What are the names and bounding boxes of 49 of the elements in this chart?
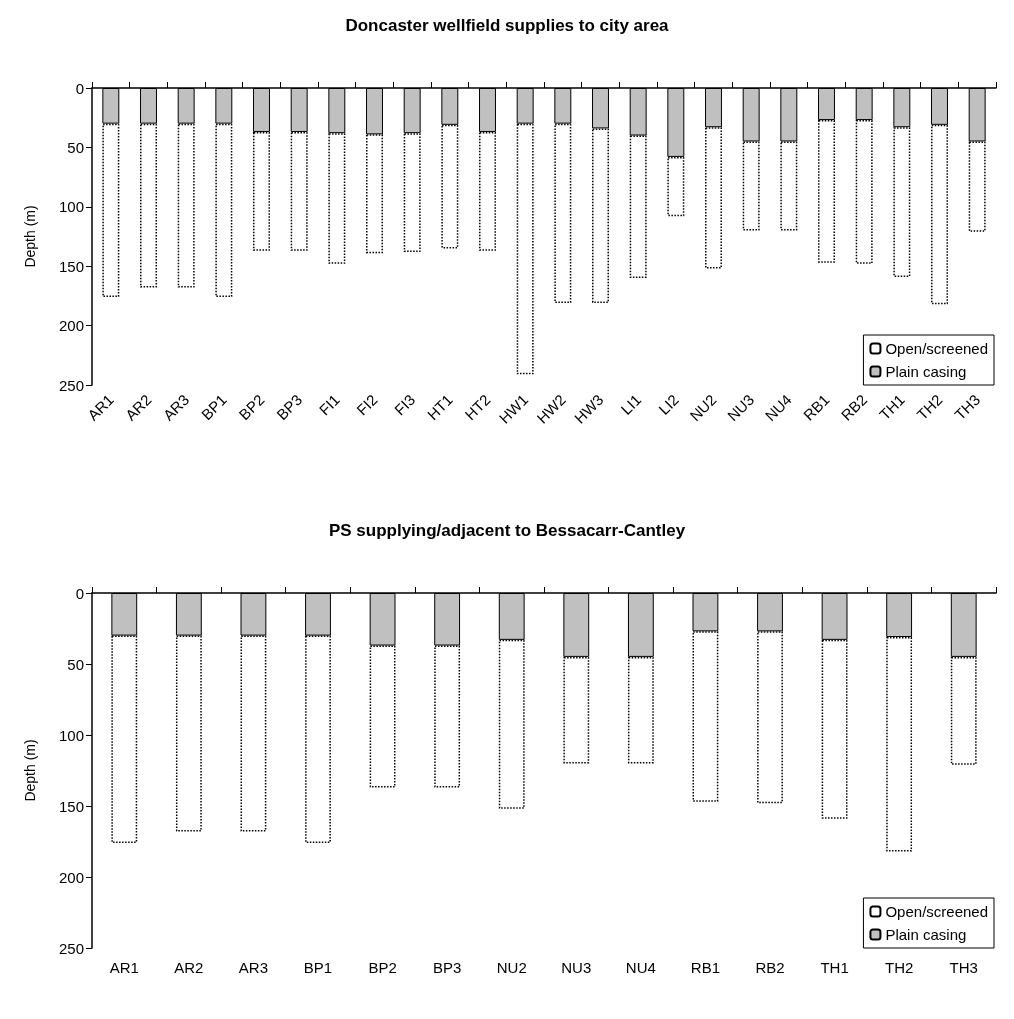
x-tick-label: AR2 — [174, 959, 204, 976]
x-tick-label: BP1 — [197, 390, 230, 424]
y-tick-label: 50 — [67, 138, 84, 156]
y-tick-label: 200 — [58, 868, 84, 886]
y-tick-label: 150 — [58, 797, 84, 815]
y-tick-label: 250 — [58, 939, 84, 957]
x-tick-label: BP2 — [368, 959, 397, 976]
x-tick-label: BP3 — [432, 959, 462, 976]
x-tick-label: TH2 — [913, 390, 946, 424]
x-tick-label: TH3 — [951, 390, 984, 424]
x-tick-label: RB1 — [690, 959, 721, 976]
y-tick-label: 0 — [75, 79, 84, 97]
x-tick-label: AR1 — [84, 390, 117, 424]
x-tick-label: BP3 — [273, 390, 306, 424]
x-tick-label: RB1 — [799, 390, 833, 424]
legend-label: Plain casing — [885, 926, 967, 943]
y-tick-label: 100 — [58, 726, 84, 744]
legend-label: Open/screened — [885, 340, 989, 357]
x-tick-label: BP1 — [303, 959, 333, 976]
x-tick-label: TH1 — [820, 959, 849, 976]
x-tick-label: TH3 — [949, 959, 978, 976]
x-tick-label: HT1 — [423, 390, 456, 424]
x-tick-label: NU3 — [561, 959, 592, 976]
x-tick-label: BP2 — [235, 390, 268, 424]
x-tick-label: AR1 — [109, 959, 139, 976]
x-tick-label: TH1 — [875, 390, 908, 424]
y-axis-title: Depth (m) — [22, 205, 38, 268]
x-tick-label: HT2 — [461, 390, 494, 424]
legend-label: Open/screened — [885, 903, 989, 920]
x-tick-label: AR3 — [238, 959, 269, 976]
x-tick-label: RB2 — [755, 959, 785, 976]
x-tick-label: FI2 — [353, 390, 381, 419]
x-tick-label: LI1 — [617, 390, 645, 418]
x-tick-label: LI2 — [655, 390, 682, 418]
x-tick-label: FI3 — [390, 390, 419, 419]
y-tick-label: 150 — [58, 257, 84, 275]
x-tick-label: TH2 — [884, 959, 914, 976]
x-tick-label: FI1 — [315, 390, 343, 419]
chart-title: PS supplying/adjacent to Bessacarr-Cantley — [328, 521, 686, 540]
y-tick-label: 200 — [58, 317, 84, 335]
y-tick-label: 250 — [58, 376, 84, 394]
chart-title: Doncaster wellfield supplies to city area — [345, 16, 670, 35]
x-tick-label: NU2 — [496, 959, 527, 976]
y-tick-label: 100 — [58, 198, 84, 216]
y-tick-label: 50 — [67, 655, 84, 673]
y-tick-label: 0 — [75, 584, 84, 602]
x-tick-label: NU4 — [625, 959, 656, 976]
legend-label: Plain casing — [885, 363, 967, 380]
y-axis-title: Depth (m) — [22, 739, 38, 802]
